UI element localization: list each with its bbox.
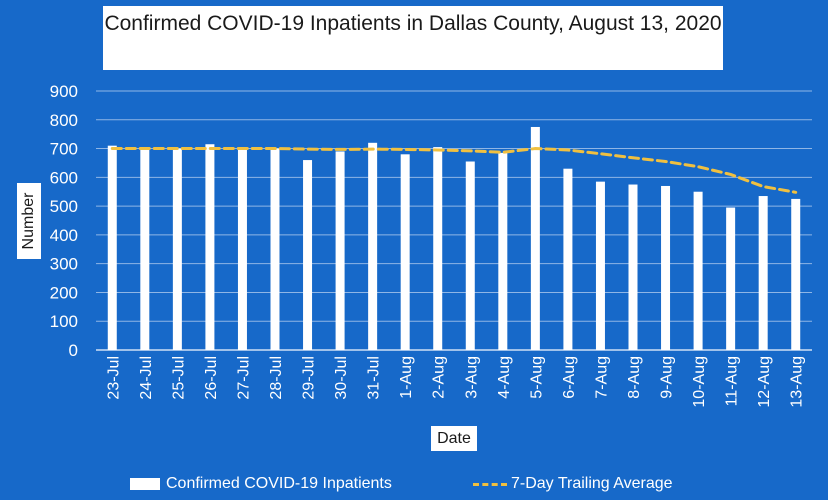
x-tick-label: 5-Aug [528, 356, 545, 399]
bar [400, 154, 410, 350]
y-tick-label: 500 [50, 197, 78, 216]
y-tick-label: 600 [50, 168, 78, 187]
bar [465, 161, 475, 350]
chart-title: Confirmed COVID-19 Inpatients in Dallas … [103, 6, 723, 70]
x-axis-label: Date [431, 426, 477, 451]
y-tick-label: 900 [50, 82, 78, 101]
x-tick-label: 9-Aug [659, 356, 676, 399]
x-tick-label: 26-Jul [203, 356, 220, 400]
bar [498, 152, 508, 350]
y-axis-label-box: Number [17, 183, 41, 259]
bar [433, 147, 443, 350]
legend-swatch-bar [130, 478, 160, 490]
x-tick-label: 1-Aug [398, 356, 415, 399]
bar [693, 191, 703, 350]
x-tick-label: 24-Jul [138, 356, 155, 400]
y-tick-label: 400 [50, 226, 78, 245]
x-tick-label: 31-Jul [366, 356, 383, 400]
bar [726, 207, 736, 350]
x-tick-label: 30-Jul [333, 356, 350, 400]
y-tick-label: 100 [50, 312, 78, 331]
bar [270, 148, 280, 350]
bar [661, 185, 671, 350]
legend-item-inpatients: Confirmed COVID-19 Inpatients [130, 470, 392, 498]
bar [758, 196, 768, 350]
x-tick-label: 6-Aug [561, 356, 578, 399]
bar [172, 148, 182, 350]
legend-label-average: 7-Day Trailing Average [511, 475, 673, 492]
x-tick-label: 12-Aug [756, 356, 773, 408]
legend-item-average: 7-Day Trailing Average [473, 470, 673, 498]
x-tick-label: 25-Jul [170, 356, 187, 400]
bar [368, 142, 378, 350]
bar [530, 126, 540, 350]
x-tick-label: 4-Aug [496, 356, 513, 399]
y-tick-label: 800 [50, 111, 78, 130]
y-tick-label: 0 [69, 341, 78, 360]
bar [237, 148, 247, 350]
bar [303, 160, 313, 350]
bar [107, 145, 117, 350]
bar [791, 198, 801, 350]
bar [563, 168, 573, 350]
legend-label-inpatients: Confirmed COVID-19 Inpatients [166, 475, 392, 492]
bar [140, 147, 150, 350]
chart-plot: 0 100 200 300 400 500 600 700 800 900 23-Jul 24-Jul… [50, 82, 812, 408]
bar [335, 151, 345, 350]
y-tick-label: 300 [50, 255, 78, 274]
x-tick-label: 11-Aug [724, 356, 741, 406]
x-tick-label: 13-Aug [789, 356, 806, 408]
x-tick-label: 8-Aug [626, 356, 643, 399]
x-tick-label: 28-Jul [268, 356, 285, 400]
legend-swatch-line [473, 482, 507, 486]
y-tick-label: 200 [50, 283, 78, 302]
average-line [110, 147, 798, 194]
x-tick-label: 2-Aug [431, 356, 448, 399]
x-tick-label: 3-Aug [463, 356, 480, 399]
x-tick-label: 29-Jul [301, 356, 318, 400]
x-tick-label: 10-Aug [691, 356, 708, 408]
legend: Confirmed COVID-19 Inpatients 7-Day Trai… [0, 470, 828, 498]
y-tick-label: 700 [50, 140, 78, 159]
x-tick-label: 23-Jul [105, 356, 122, 400]
x-tick-label: 27-Jul [235, 356, 252, 400]
bar [595, 181, 605, 350]
bar [628, 184, 638, 350]
x-tick-label: 7-Aug [593, 356, 610, 399]
bar [205, 144, 215, 350]
